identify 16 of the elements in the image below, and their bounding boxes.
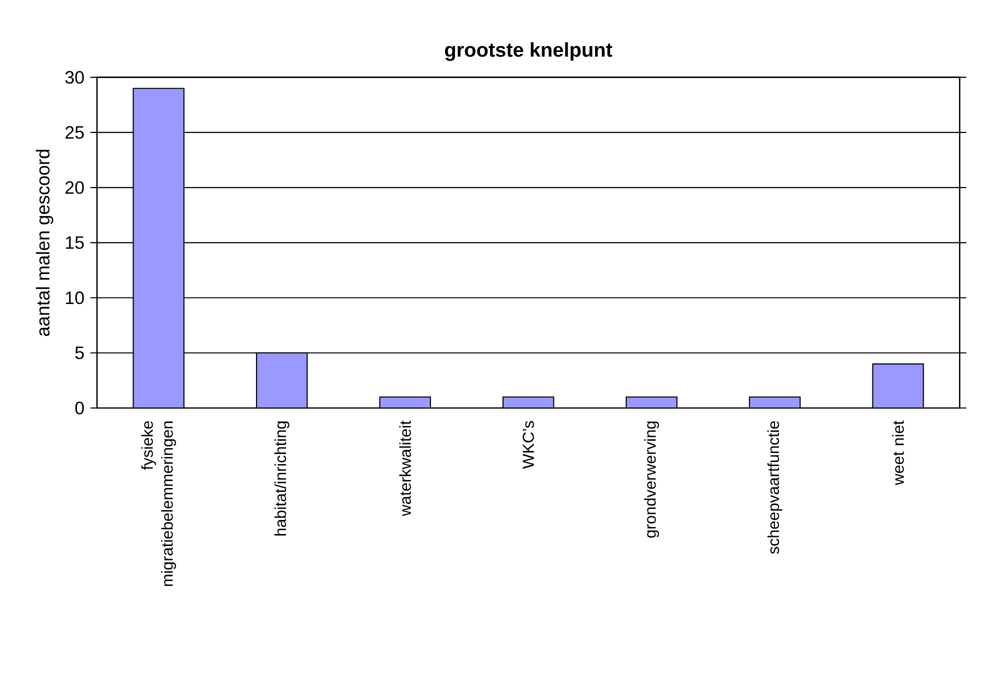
y-tick-label: 10 — [66, 291, 84, 304]
y-tick-label: 0 — [75, 402, 84, 414]
chart-title: grootste knelpunt — [445, 42, 612, 61]
x-tick-label: scheepvaartfunctie — [767, 421, 782, 554]
y-tick-label: 20 — [65, 181, 84, 194]
y-axis-title: aantal malen gescoord — [36, 150, 54, 336]
x-tick-label: habitat/inrichting — [274, 422, 290, 536]
x-tick-label: weet niet — [892, 420, 904, 486]
y-tick-label: 30 — [65, 70, 84, 84]
x-tick-label: fysieke migratiebelemmeringen — [141, 421, 176, 586]
y-tick-label: 5 — [75, 346, 84, 360]
y-tick-label: 25 — [65, 126, 84, 139]
y-tick-label: 15 — [66, 236, 84, 249]
x-tick-label: grondverwerving — [644, 422, 660, 538]
x-tick-label: WKC’s — [522, 421, 534, 469]
x-tick-label: waterkwaliteit — [399, 420, 411, 516]
